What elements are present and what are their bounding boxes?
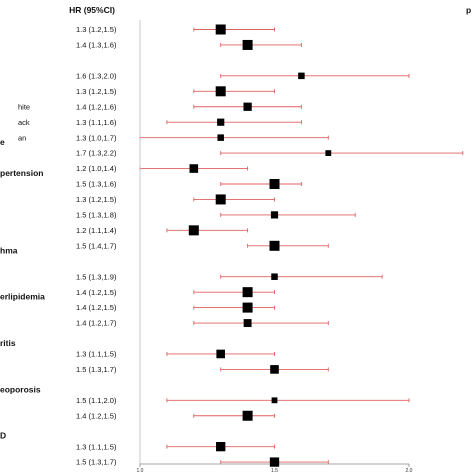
hr-ci-label: 1.4 (1.2,1.5) [76, 411, 117, 420]
hr-ci-label: 1.3 (1.2,1.5) [76, 87, 117, 96]
hr-marker [325, 150, 332, 156]
category-label: ritis [0, 338, 16, 348]
hr-ci-label: 1.5 (1.3,1.6) [76, 180, 117, 189]
hr-column-header: HR (95%CI) [69, 5, 115, 15]
hr-ci-label: 1.7 (1.3,2.2) [76, 149, 117, 158]
hr-marker [270, 365, 279, 374]
category-label: pertension [0, 168, 43, 178]
hr-ci-label: 1.3 (1.2,1.5) [76, 195, 117, 204]
hr-marker [269, 240, 280, 251]
hr-marker-group [188, 24, 332, 467]
hr-marker [269, 179, 280, 189]
hr-marker [215, 86, 226, 97]
x-tick-label: 1.0 [137, 468, 144, 474]
hr-marker [216, 349, 225, 359]
hr-marker [217, 118, 225, 126]
hr-marker [271, 397, 278, 404]
row-label-group: e pertension hma erlipidemia ritis eoporosis D… [0, 25, 117, 467]
category-label: eoporosis [0, 384, 41, 394]
subgroup-label: an [18, 133, 26, 142]
subgroup-label: hite [18, 102, 30, 111]
hr-ci-label: 1.5 (1.3,1.7) [76, 458, 117, 467]
hr-marker [217, 134, 224, 141]
category-label: erlipidemia [0, 292, 45, 302]
hr-ci-label: 1.3 (1.1,1.5) [76, 442, 117, 451]
hr-ci-label: 1.3 (1.1,1.6) [76, 118, 117, 127]
hr-ci-label: 1.5 (1.3,1.9) [76, 272, 117, 281]
category-label: D [0, 431, 6, 441]
subgroup-label: ack [18, 118, 30, 127]
hr-marker [270, 211, 279, 219]
hr-marker [242, 39, 253, 50]
hr-ci-label: 1.5 (1.1,2.0) [76, 396, 117, 405]
hr-ci-label: 1.5 (1.4,1.7) [76, 241, 117, 250]
hr-marker [215, 194, 226, 205]
hr-ci-label: 1.6 (1.3,2.0) [76, 71, 117, 80]
category-label: hma [0, 245, 18, 255]
hr-ci-label: 1.4 (1.2,1.7) [76, 319, 117, 328]
hr-ci-label: 1.2 (1.0,1.4) [76, 164, 117, 173]
hr-marker [242, 410, 253, 421]
hr-marker [269, 457, 280, 467]
hr-marker [188, 225, 199, 236]
hr-marker [243, 102, 252, 111]
hr-ci-label: 1.3 (1.1,1.5) [76, 350, 117, 359]
ci-line-group [139, 27, 464, 465]
p-column-header: p [466, 5, 471, 15]
hr-ci-label: 1.3 (1.0,1.7) [76, 133, 117, 142]
hr-marker [271, 273, 278, 280]
hr-marker [215, 24, 226, 35]
hr-ci-label: 1.5 (1.3,1.8) [76, 211, 117, 220]
x-tick-label: 2.0 [406, 468, 413, 474]
hr-ci-label: 1.4 (1.2,1.5) [76, 303, 117, 312]
hr-ci-label: 1.4 (1.3,1.6) [76, 41, 117, 50]
hr-ci-label: 1.3 (1.2,1.5) [76, 25, 117, 34]
hr-marker [242, 287, 253, 298]
hr-marker [242, 302, 253, 313]
hr-ci-label: 1.4 (1.2,1.5) [76, 288, 117, 297]
category-label: e [0, 137, 5, 147]
hr-marker [298, 72, 305, 80]
hr-marker [189, 164, 199, 173]
hr-marker [243, 319, 252, 327]
hr-ci-label: 1.2 (1.1,1.4) [76, 226, 117, 235]
hr-ci-label: 1.5 (1.3,1.7) [76, 365, 117, 374]
hr-ci-label: 1.4 (1.2,1.6) [76, 102, 117, 111]
x-tick-label: 1.5 [271, 468, 278, 474]
hr-marker [216, 442, 226, 452]
